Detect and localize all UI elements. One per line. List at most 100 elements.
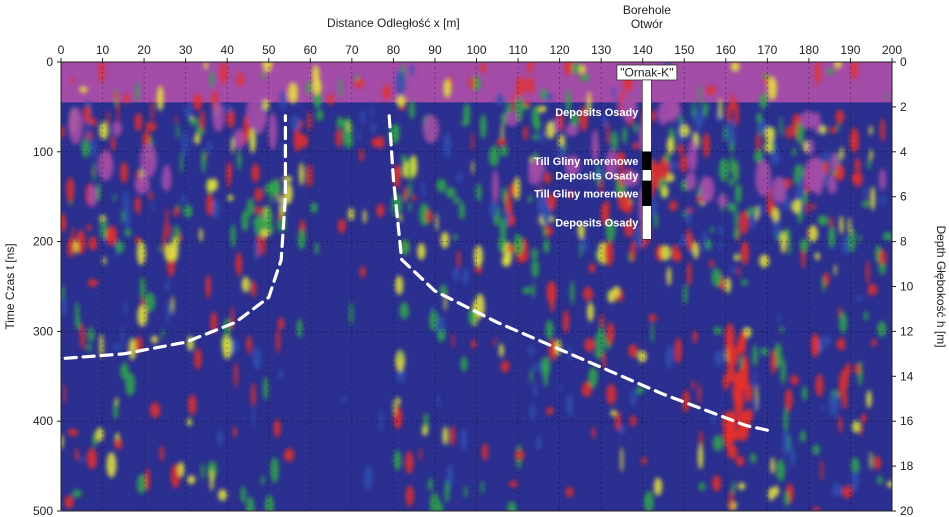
radargram-blob [811, 203, 816, 210]
radargram-blob [451, 333, 455, 349]
radargram-blob [886, 480, 892, 488]
radargram-blob [882, 232, 892, 241]
radargram-blob [86, 343, 92, 352]
radargram-blob [80, 323, 85, 350]
borehole-title-polish: Otwór [631, 17, 663, 31]
radargram-blob [61, 285, 65, 302]
radargram-blob [731, 480, 736, 495]
radargram-blob [115, 241, 125, 254]
radargram-blob [630, 240, 636, 262]
radargram-blob [139, 276, 146, 300]
radargram-blob [814, 252, 820, 261]
radargram-blob [236, 72, 244, 87]
radargram-magenta-patch [621, 95, 635, 122]
radargram-blob [233, 426, 237, 438]
radargram-blob [264, 183, 275, 195]
radargram-blob [708, 260, 715, 268]
radargram-blob [134, 112, 143, 132]
radargram-magenta-patch [111, 121, 122, 137]
radargram-blob [819, 125, 827, 135]
radargram-blob [606, 121, 609, 147]
radargram-blob [254, 214, 263, 237]
radargram-blob [98, 62, 105, 83]
radargram-blob [148, 191, 153, 201]
radargram-blob [669, 200, 678, 212]
radargram-magenta-patch [771, 176, 787, 204]
radargram-blob [395, 70, 406, 97]
radargram-blob [287, 82, 299, 104]
radargram-blob [710, 415, 717, 425]
radargram-blob [186, 418, 193, 426]
radargram-blob [667, 162, 678, 170]
radargram-blob [276, 328, 281, 354]
radargram-blob [784, 388, 793, 411]
radargram-blob [821, 276, 825, 293]
borehole-layer-deposits [642, 169, 652, 182]
radargram-blob [201, 149, 206, 173]
radargram-blob [210, 178, 218, 192]
radargram-blob [712, 475, 721, 492]
radargram-blob [86, 447, 97, 470]
radargram-blob [604, 240, 614, 267]
radargram-blob [661, 185, 669, 198]
radargram-blob [733, 253, 740, 261]
x-tick-label: 150 [674, 43, 694, 57]
radargram-blob [718, 225, 725, 235]
radargram-blob [738, 482, 746, 490]
radargram-blob [653, 213, 658, 229]
radargram-blob [419, 447, 422, 462]
radargram-blob [523, 100, 531, 107]
radargram-blob [262, 62, 273, 73]
borehole-layer-label: Till Gliny morenowe [534, 188, 638, 200]
radargram-blob [863, 186, 867, 199]
radargram-blob [863, 310, 869, 321]
radargram-hotspot [727, 444, 738, 460]
radargram-blob [564, 62, 573, 76]
radargram-blob [537, 105, 547, 113]
x-tick-label: 140 [633, 43, 653, 57]
radargram-blob [605, 219, 616, 243]
radargram-blob [125, 372, 136, 396]
radargram-blob [629, 415, 637, 427]
radargram-blob [579, 106, 588, 132]
x-tick-label: 160 [716, 43, 736, 57]
boundary-line-1 [63, 114, 287, 360]
radargram-blob [471, 160, 474, 175]
radargram-blob [229, 338, 240, 354]
depth-tick-label: 18 [900, 459, 914, 473]
radargram-blob [436, 394, 440, 408]
radargram-blob [261, 71, 265, 81]
radargram-blob [836, 337, 846, 351]
radargram-blob [818, 215, 829, 226]
radargram-blob [187, 475, 196, 485]
radargram-blob [396, 370, 406, 383]
radargram-blob [566, 393, 573, 417]
radargram-blob [660, 244, 671, 261]
radargram-blob [278, 368, 283, 380]
radargram-blob [443, 78, 452, 98]
radargram-blob [710, 226, 714, 234]
borehole-layer-deposits [642, 205, 652, 240]
radargram-blob [880, 194, 887, 205]
radargram-blob [677, 144, 685, 154]
radargram-blob [230, 306, 234, 331]
radargram-blob [594, 349, 603, 359]
radargram-blob [99, 121, 109, 140]
radargram-blob [115, 396, 119, 406]
time-tick-label: 500 [33, 504, 53, 517]
radargram-blob [128, 337, 136, 361]
radargram-blob [80, 455, 84, 465]
radargram-blob [250, 280, 257, 298]
radargram-blob [507, 501, 517, 511]
radargram-blob [70, 77, 75, 84]
radargram-blob [619, 165, 625, 188]
radargram-blob [136, 474, 146, 495]
radargram-blob [735, 455, 745, 467]
radargram-blob [790, 374, 799, 386]
radargram-blob [527, 346, 535, 355]
radargram-blob [714, 350, 725, 367]
radargram-blob [227, 194, 234, 202]
radargram-blob [855, 294, 864, 302]
radargram-blob [849, 127, 860, 153]
